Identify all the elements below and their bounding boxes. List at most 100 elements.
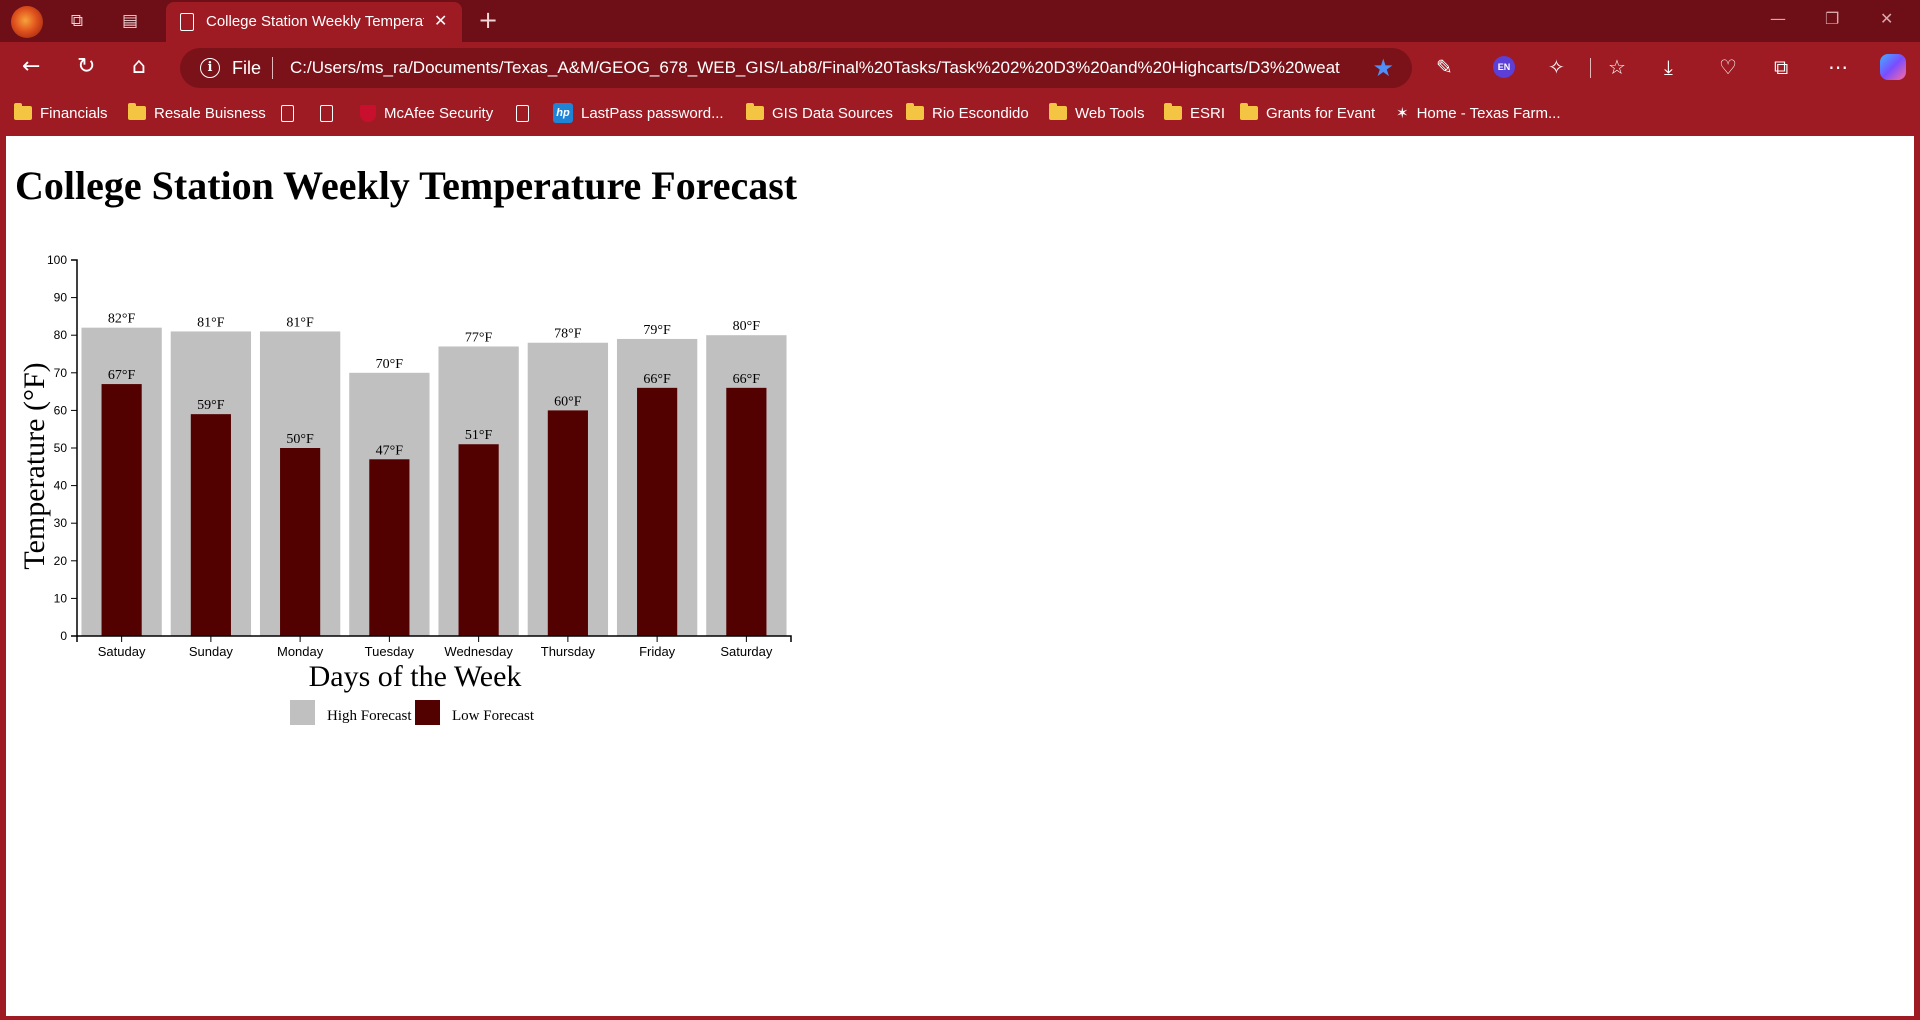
refresh-button[interactable]: ↻ <box>77 54 96 79</box>
x-tick-label-2: Monday <box>277 644 324 659</box>
bookmark-web-tools[interactable]: Web Tools <box>1049 103 1145 123</box>
browser-essentials-icon[interactable]: ♡ <box>1719 55 1737 79</box>
folder-icon <box>14 103 32 120</box>
low-label-3: 47°F <box>376 443 404 458</box>
high-label-3: 70°F <box>376 357 404 372</box>
back-button[interactable]: ← <box>22 54 41 79</box>
legend: High Forecast Low Forecast <box>290 700 535 725</box>
vertical-tabs-icon[interactable]: ▤ <box>121 11 139 31</box>
extensions-icon[interactable]: ✧ <box>1548 55 1565 79</box>
bookmarks-bar: Financials Resale Buisness McAfee Securi… <box>0 94 1920 130</box>
low-bar-2 <box>280 448 321 636</box>
legend-swatch-low <box>415 700 440 725</box>
y-tick-label-0: 0 <box>60 629 67 643</box>
low-bar-0 <box>101 384 142 636</box>
low-bar-6 <box>637 387 678 636</box>
address-bar[interactable]: i File C:/Users/ms_ra/Documents/Texas_A&… <box>180 48 1412 88</box>
bookmark-mcafee[interactable]: McAfee Security <box>360 103 493 123</box>
close-tab-icon[interactable]: ✕ <box>434 11 448 30</box>
new-tab-button[interactable]: + <box>478 6 499 34</box>
legend-label-low: Low Forecast <box>452 708 535 724</box>
x-tick-label-3: Tuesday <box>365 644 415 659</box>
protocol-label: File <box>232 58 262 78</box>
restore-button[interactable]: ❐ <box>1825 9 1840 28</box>
copilot-icon[interactable] <box>1880 54 1906 80</box>
page-icon <box>281 104 294 122</box>
bookmark-gis-data-sources[interactable]: GIS Data Sources <box>746 103 893 123</box>
folder-icon <box>1240 103 1258 120</box>
profile-avatar[interactable] <box>11 6 43 38</box>
favorites-icon[interactable]: ☆ <box>1608 55 1626 79</box>
y-tick-label-9: 90 <box>54 291 68 305</box>
address-divider <box>272 57 273 79</box>
bookmark-rio-escondido[interactable]: Rio Escondido <box>906 103 1029 123</box>
x-axis: Satuday Sunday Monday Tuesday Wednesday Thurs… <box>76 635 792 659</box>
y-tick-label-1: 10 <box>54 591 68 605</box>
low-label-1: 59°F <box>197 398 225 413</box>
high-label-5: 78°F <box>554 327 582 342</box>
legend-label-high: High Forecast <box>327 708 412 724</box>
low-data-labels: 67°F 59°F 50°F 47°F 51°F 60°F 66°F 66°F <box>108 368 760 458</box>
y-tick-label-4: 40 <box>54 479 68 493</box>
y-tick-label-5: 50 <box>54 441 68 455</box>
browser-toolbar: ← ↻ ⌂ i File C:/Users/ms_ra/Documents/Te… <box>0 42 1920 94</box>
low-bar-5 <box>547 410 588 636</box>
bookmark-grants-for-evant[interactable]: Grants for Evant <box>1240 103 1375 123</box>
bookmark-page-3[interactable] <box>516 103 529 123</box>
page-icon <box>180 13 194 31</box>
low-label-5: 60°F <box>554 394 582 409</box>
high-label-2: 81°F <box>286 315 314 330</box>
translate-en-icon[interactable]: EN <box>1493 56 1515 78</box>
workspaces-icon[interactable]: ⧉ <box>70 11 84 31</box>
low-label-7: 66°F <box>733 372 761 387</box>
bookmark-lastpass[interactable]: hp LastPass password... <box>553 103 724 123</box>
high-label-7: 80°F <box>733 319 761 334</box>
high-bars <box>81 327 787 636</box>
downloads-icon[interactable]: ⤓ <box>1664 55 1673 79</box>
home-button[interactable]: ⌂ <box>132 54 146 79</box>
low-bar-7 <box>726 387 767 636</box>
bookmark-page-2[interactable] <box>320 103 333 123</box>
y-tick-label-7: 70 <box>54 366 68 380</box>
y-tick-label-3: 30 <box>54 516 68 530</box>
tab-active[interactable]: College Station Weekly Temperature Forec… <box>166 2 462 42</box>
bookmark-resale-buisness[interactable]: Resale Buisness <box>128 103 266 123</box>
close-window-button[interactable]: ✕ <box>1880 9 1894 28</box>
x-tick-label-6: Friday <box>639 644 676 659</box>
low-bar-3 <box>369 459 410 636</box>
low-bar-1 <box>190 414 231 636</box>
collections-icon[interactable]: ⧉ <box>1774 55 1789 79</box>
temperature-bar-chart: 82°F 81°F 81°F 70°F 77°F 78°F 79°F 80°F 67°F 59°… <box>18 253 792 725</box>
minimize-button[interactable]: — <box>1770 9 1786 28</box>
low-bars <box>101 384 767 636</box>
legend-swatch-high <box>290 700 315 725</box>
folder-icon <box>906 103 924 120</box>
bookmark-home-texas-farm[interactable]: ✶ Home - Texas Farm... <box>1396 104 1561 122</box>
mcafee-icon <box>360 104 376 122</box>
x-tick-label-4: Wednesday <box>444 644 513 659</box>
info-icon[interactable]: i <box>200 58 220 78</box>
x-axis-label: Days of the Week <box>309 660 522 693</box>
favorite-star-icon[interactable]: ★ <box>1372 54 1394 82</box>
tab-title: College Station Weekly Temperature Forec… <box>206 13 424 30</box>
toolbar-divider <box>1590 58 1591 78</box>
low-bar-4 <box>458 444 499 636</box>
x-axis-line <box>76 635 792 642</box>
folder-icon <box>1164 103 1182 120</box>
bookmark-esri[interactable]: ESRI <box>1164 103 1225 123</box>
low-label-6: 66°F <box>643 372 671 387</box>
y-axis: 0 10 20 30 40 50 60 70 80 90 100 <box>47 253 78 643</box>
bookmark-page-1[interactable] <box>281 103 294 123</box>
high-data-labels: 82°F 81°F 81°F 70°F 77°F 78°F 79°F 80°F <box>108 312 760 372</box>
y-tick-label-6: 60 <box>54 403 68 417</box>
y-tick-label-10: 100 <box>47 253 67 267</box>
page-title: College Station Weekly Temperature Forec… <box>15 163 798 208</box>
folder-icon <box>128 103 146 120</box>
url-text[interactable]: C:/Users/ms_ra/Documents/Texas_A&M/GEOG_… <box>290 58 1340 77</box>
page-content: College Station Weekly Temperature Forec… <box>6 136 1914 1016</box>
page-icon <box>320 104 333 122</box>
bookmark-financials[interactable]: Financials <box>14 103 108 123</box>
star-logo-icon: ✶ <box>1396 104 1409 122</box>
more-menu-icon[interactable]: ⋯ <box>1828 55 1848 79</box>
pen-icon[interactable]: ✎ <box>1436 55 1453 79</box>
